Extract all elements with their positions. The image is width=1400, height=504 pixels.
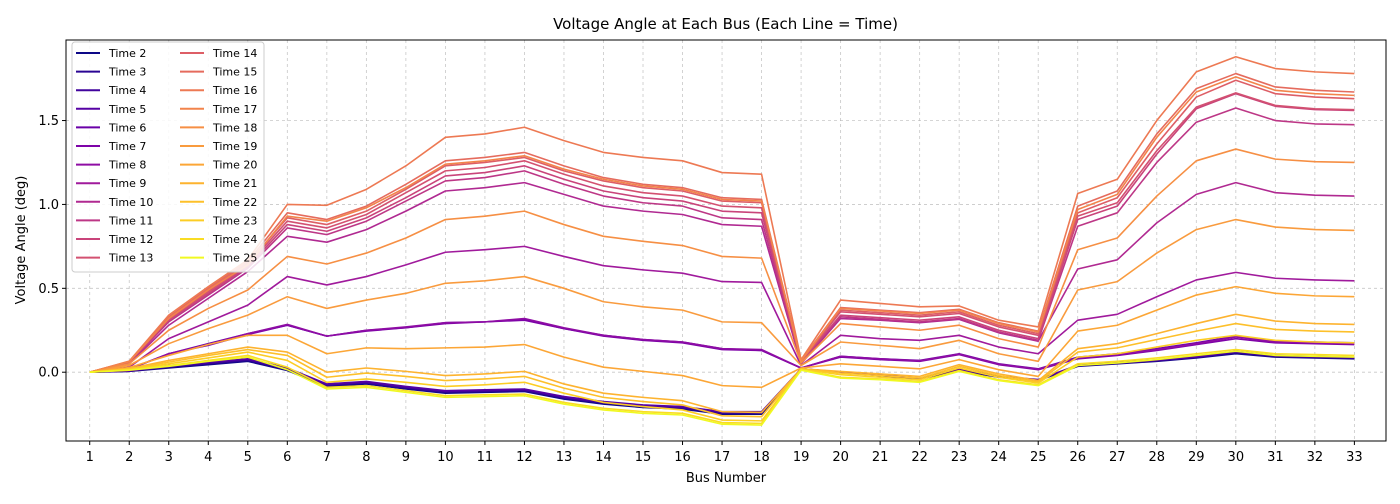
legend-label: Time 23 xyxy=(212,214,257,227)
legend-label: Time 3 xyxy=(108,66,146,79)
series-line-22 xyxy=(89,322,1355,418)
x-tick-label: 31 xyxy=(1267,450,1284,465)
series-line-24 xyxy=(89,348,1355,425)
series-line-17 xyxy=(89,76,1355,373)
legend-label: Time 8 xyxy=(108,159,146,172)
legend-label: Time 13 xyxy=(108,252,153,265)
legend-label: Time 10 xyxy=(108,196,153,209)
legend-label: Time 21 xyxy=(212,177,257,190)
x-tick-label: 2 xyxy=(125,450,133,465)
legend-label: Time 11 xyxy=(108,214,153,227)
legend-label: Time 17 xyxy=(212,103,257,116)
x-tick-label: 17 xyxy=(714,450,731,465)
series-lines xyxy=(89,55,1355,426)
y-tick-label: 1.5 xyxy=(38,114,59,129)
legend-label: Time 18 xyxy=(212,121,257,134)
x-tick-label: 12 xyxy=(516,450,533,465)
grid xyxy=(66,40,1386,441)
x-tick-label: 8 xyxy=(362,450,370,465)
series-line-12 xyxy=(89,92,1355,373)
legend-label: Time 19 xyxy=(212,140,257,153)
series-line-8 xyxy=(89,317,1355,374)
legend-box xyxy=(71,41,265,273)
series-line-25 xyxy=(89,350,1355,426)
legend-label: Time 24 xyxy=(212,233,257,246)
x-tick-label: 27 xyxy=(1109,450,1126,465)
x-tick-label: 16 xyxy=(674,450,691,465)
series-line-11 xyxy=(89,107,1355,373)
x-tick-label: 10 xyxy=(437,450,454,465)
series-line-15 xyxy=(89,72,1355,373)
chart-title: Voltage Angle at Each Bus (Each Line = T… xyxy=(553,15,898,33)
legend-label: Time 14 xyxy=(212,47,257,60)
legend: Time 2 Time 3 Time 4 Time 5 Time 6 Time 7 Time… xyxy=(71,41,265,273)
x-tick-label: 18 xyxy=(753,450,770,465)
x-tick-label: 9 xyxy=(402,450,410,465)
x-tick-label: 25 xyxy=(1030,450,1047,465)
legend-label: Time 2 xyxy=(108,47,146,60)
x-tick-label: 19 xyxy=(793,450,810,465)
series-line-18 xyxy=(89,148,1355,373)
x-tick-label: 30 xyxy=(1228,450,1245,465)
legend-label: Time 9 xyxy=(108,177,146,190)
legend-label: Time 25 xyxy=(212,252,257,265)
x-axis-label: Bus Number xyxy=(686,471,767,486)
legend-label: Time 4 xyxy=(108,84,146,97)
x-tick-label: 4 xyxy=(204,450,212,465)
legend-label: Time 15 xyxy=(212,66,257,79)
x-tick-label: 15 xyxy=(635,450,652,465)
x-tick-label: 24 xyxy=(990,450,1007,465)
y-axis-label: Voltage Angle (deg) xyxy=(14,176,29,305)
series-line-9 xyxy=(89,245,1355,374)
series-line-23 xyxy=(89,334,1355,422)
x-tick-label: 14 xyxy=(595,450,612,465)
x-tick-label: 28 xyxy=(1149,450,1166,465)
legend-label: Time 7 xyxy=(108,140,146,153)
x-tick-label: 1 xyxy=(86,450,94,465)
y-tick-label: 1.0 xyxy=(38,198,59,213)
legend-label: Time 22 xyxy=(212,196,257,209)
plot-frame xyxy=(65,39,1387,442)
x-tick-label: 32 xyxy=(1307,450,1324,465)
y-tick-label: 0.5 xyxy=(38,282,59,297)
y-tick-label: 0.0 xyxy=(38,366,59,381)
x-tick-label: 29 xyxy=(1188,450,1205,465)
legend-label: Time 12 xyxy=(108,233,153,246)
x-tick-label: 5 xyxy=(244,450,252,465)
x-tick-label: 21 xyxy=(872,450,889,465)
x-tick-label: 23 xyxy=(951,450,968,465)
x-tick-label: 3 xyxy=(165,450,173,465)
series-line-21 xyxy=(89,313,1355,414)
series-line-10 xyxy=(89,181,1355,373)
legend-label: Time 20 xyxy=(212,159,257,172)
series-line-20 xyxy=(89,285,1355,389)
x-tick-label: 7 xyxy=(323,450,331,465)
x-tick-label: 20 xyxy=(832,450,849,465)
x-tick-label: 33 xyxy=(1346,450,1363,465)
x-tick-label: 13 xyxy=(556,450,573,465)
legend-label: Time 6 xyxy=(108,121,146,134)
series-line-16 xyxy=(89,55,1355,373)
series-line-13 xyxy=(89,92,1355,373)
x-tick-label: 11 xyxy=(477,450,494,465)
series-line-19 xyxy=(89,218,1355,373)
legend-label: Time 5 xyxy=(108,103,146,116)
axes: 1 2 3 4 5 6 7 8 9 10 11 12 13 14 15 16 17 18 19 20 21 22 23 24 2… xyxy=(38,114,1362,465)
legend-label: Time 16 xyxy=(212,84,257,97)
x-tick-label: 6 xyxy=(283,450,291,465)
x-tick-label: 22 xyxy=(911,450,928,465)
x-tick-label: 26 xyxy=(1069,450,1086,465)
series-line-14 xyxy=(89,79,1355,373)
